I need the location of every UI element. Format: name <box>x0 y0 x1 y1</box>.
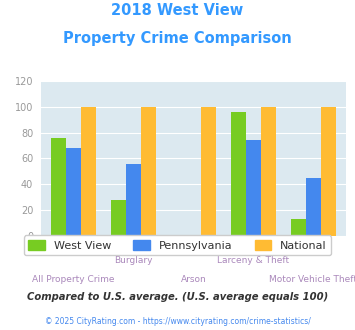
Text: Larceny & Theft: Larceny & Theft <box>217 256 289 265</box>
Bar <box>291 219 306 236</box>
Text: Property Crime Comparison: Property Crime Comparison <box>63 31 292 46</box>
Bar <box>246 140 261 236</box>
Bar <box>141 107 156 236</box>
Bar <box>111 200 126 236</box>
Bar <box>201 107 216 236</box>
Text: Arson: Arson <box>181 275 206 284</box>
Bar <box>81 107 96 236</box>
Bar <box>51 138 66 236</box>
Text: All Property Crime: All Property Crime <box>33 275 115 284</box>
Bar <box>261 107 276 236</box>
Bar <box>321 107 335 236</box>
Text: Compared to U.S. average. (U.S. average equals 100): Compared to U.S. average. (U.S. average … <box>27 292 328 302</box>
Text: © 2025 CityRating.com - https://www.cityrating.com/crime-statistics/: © 2025 CityRating.com - https://www.city… <box>45 317 310 326</box>
Text: Burglary: Burglary <box>114 256 153 265</box>
Legend: West View, Pennsylvania, National: West View, Pennsylvania, National <box>24 236 331 255</box>
Text: 2018 West View: 2018 West View <box>111 3 244 18</box>
Bar <box>306 178 321 236</box>
Bar <box>66 148 81 236</box>
Bar <box>126 164 141 236</box>
Bar <box>231 112 246 236</box>
Text: Motor Vehicle Theft: Motor Vehicle Theft <box>269 275 355 284</box>
